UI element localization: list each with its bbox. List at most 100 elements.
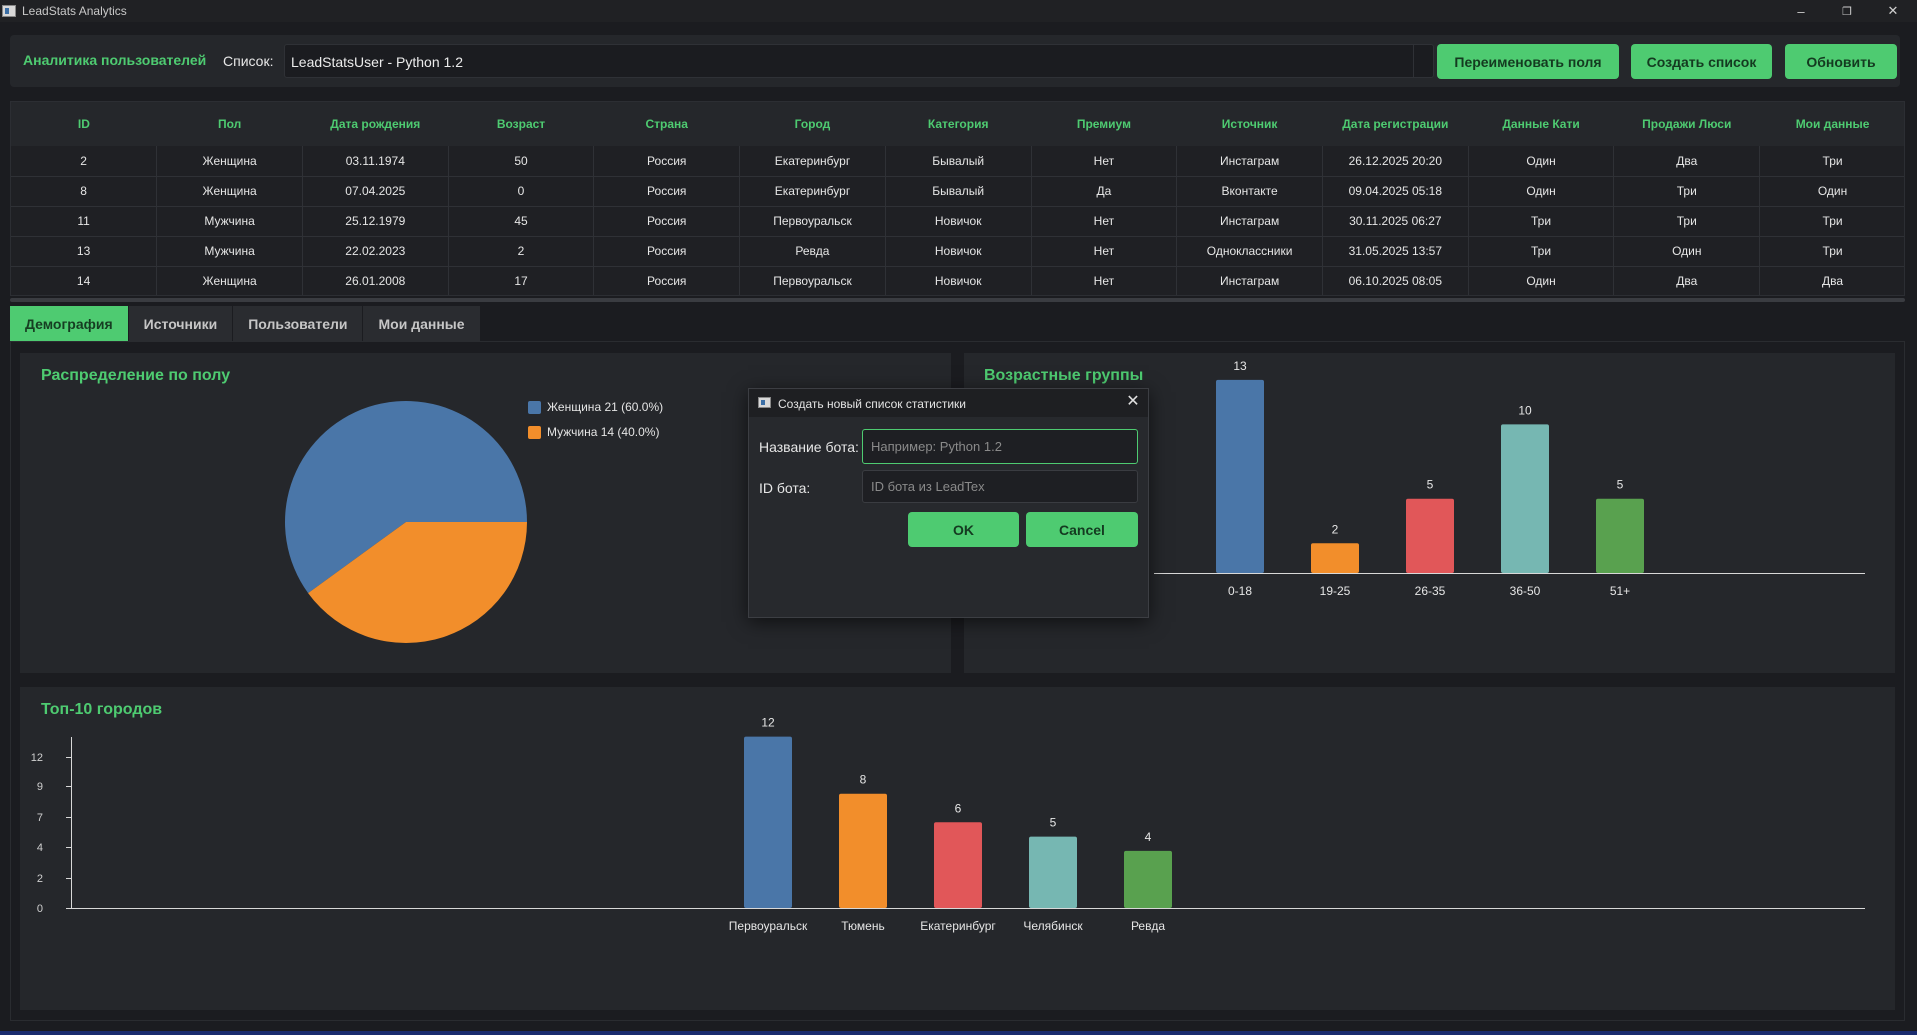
table-cell[interactable]: Мужчина: [156, 206, 303, 237]
minimize-button[interactable]: –: [1797, 3, 1805, 19]
table-cell[interactable]: 11: [11, 206, 158, 237]
tab-users[interactable]: Пользователи: [233, 306, 364, 341]
table-cell[interactable]: 03.11.1974: [302, 146, 449, 177]
table-cell[interactable]: 07.04.2025: [302, 176, 449, 207]
table-cell[interactable]: Три: [1759, 146, 1904, 177]
rename-fields-button[interactable]: Переименовать поля: [1437, 44, 1619, 79]
table-cell[interactable]: 13: [11, 236, 158, 267]
table-cell[interactable]: 31.05.2025 13:57: [1322, 236, 1469, 267]
dropdown-arrow-icon[interactable]: [1413, 45, 1433, 77]
table-cell[interactable]: Женщина: [156, 146, 303, 177]
table-cell[interactable]: 22.02.2023: [302, 236, 449, 267]
table-cell[interactable]: Новичок: [885, 266, 1032, 295]
create-list-button[interactable]: Создать список: [1631, 44, 1772, 79]
table-cell[interactable]: 14: [11, 266, 158, 295]
table-cell[interactable]: Три: [1613, 206, 1761, 237]
column-header[interactable]: Пол: [156, 102, 303, 146]
table-cell[interactable]: Нет: [1031, 146, 1178, 177]
table-cell[interactable]: Три: [1759, 206, 1904, 237]
column-header[interactable]: Премиум: [1031, 102, 1177, 146]
column-header[interactable]: Страна: [593, 102, 740, 146]
column-header[interactable]: Город: [739, 102, 886, 146]
column-header[interactable]: Мои данные: [1759, 102, 1904, 146]
column-header[interactable]: Продажи Люси: [1613, 102, 1760, 146]
restore-button[interactable]: ❐: [1842, 5, 1852, 18]
column-header[interactable]: Возраст: [448, 102, 594, 146]
table-cell[interactable]: Россия: [593, 266, 741, 295]
table-cell[interactable]: 06.10.2025 08:05: [1322, 266, 1469, 295]
dialog-close-icon[interactable]: ✕: [1126, 393, 1140, 410]
table-cell[interactable]: Один: [1759, 176, 1904, 207]
table-cell[interactable]: Нет: [1031, 236, 1178, 267]
tab-sources[interactable]: Источники: [128, 306, 234, 341]
table-cell[interactable]: Первоуральск: [739, 266, 886, 295]
close-button[interactable]: ✕: [1887, 3, 1899, 18]
table-row[interactable]: 11 Мужчина 25.12.1979 45 Россия Первоуральск Н…: [11, 206, 1904, 237]
table-row[interactable]: 14 Женщина 26.01.2008 17 Россия Первоуральск Н…: [11, 266, 1904, 295]
table-cell[interactable]: Екатеринбург: [739, 146, 886, 177]
table-cell[interactable]: Один: [1468, 146, 1615, 177]
table-cell[interactable]: Два: [1613, 266, 1761, 295]
table-cell[interactable]: Первоуральск: [739, 206, 886, 237]
column-header[interactable]: Дата рождения: [302, 102, 449, 146]
column-header[interactable]: Дата регистрации: [1322, 102, 1469, 146]
table-cell[interactable]: Россия: [593, 206, 741, 237]
table-cell[interactable]: Два: [1613, 146, 1761, 177]
table-cell[interactable]: Инстаграм: [1176, 206, 1323, 237]
table-cell[interactable]: Россия: [593, 146, 741, 177]
ok-button[interactable]: OK: [908, 512, 1019, 547]
table-cell[interactable]: 50: [448, 146, 595, 177]
table-cell[interactable]: Один: [1613, 236, 1761, 267]
table-row[interactable]: 13 Мужчина 22.02.2023 2 Россия Ревда Новичок Не…: [11, 236, 1904, 267]
table-cell[interactable]: Ревда: [739, 236, 886, 267]
table-cell[interactable]: Женщина: [156, 266, 303, 295]
refresh-button[interactable]: Обновить: [1785, 44, 1897, 79]
table-cell[interactable]: Один: [1468, 266, 1615, 295]
table-cell[interactable]: Нет: [1031, 266, 1178, 295]
table-cell[interactable]: 17: [448, 266, 595, 295]
table-cell[interactable]: Одноклассники: [1176, 236, 1323, 267]
column-header[interactable]: Категория: [885, 102, 1032, 146]
table-cell[interactable]: Новичок: [885, 236, 1032, 267]
table-cell[interactable]: 26.12.2025 20:20: [1322, 146, 1469, 177]
table-cell[interactable]: Мужчина: [156, 236, 303, 267]
table-horizontal-scrollbar[interactable]: [10, 298, 1905, 302]
table-row[interactable]: 2 Женщина 03.11.1974 50 Россия Екатеринбург Бы…: [11, 146, 1904, 177]
table-cell[interactable]: Бывалый: [885, 176, 1032, 207]
table-cell[interactable]: 09.04.2025 05:18: [1322, 176, 1469, 207]
list-select[interactable]: LeadStatsUser - Python 1.2: [284, 44, 1434, 78]
table-cell[interactable]: 26.01.2008: [302, 266, 449, 295]
table-cell[interactable]: 30.11.2025 06:27: [1322, 206, 1469, 237]
table-cell[interactable]: Инстаграм: [1176, 266, 1323, 295]
table-cell[interactable]: Россия: [593, 236, 741, 267]
table-cell[interactable]: Вконтакте: [1176, 176, 1323, 207]
table-cell[interactable]: 2: [11, 146, 158, 177]
bot-id-input[interactable]: ID бота из LeadTex: [862, 470, 1138, 503]
column-header[interactable]: Данные Кати: [1468, 102, 1614, 146]
table-cell[interactable]: 25.12.1979: [302, 206, 449, 237]
table-cell[interactable]: Екатеринбург: [739, 176, 886, 207]
table-cell[interactable]: Три: [1613, 176, 1761, 207]
table-cell[interactable]: Новичок: [885, 206, 1032, 237]
table-cell[interactable]: 0: [448, 176, 595, 207]
table-cell[interactable]: 2: [448, 236, 595, 267]
tab-my-data[interactable]: Мои данные: [363, 306, 481, 341]
table-cell[interactable]: Россия: [593, 176, 741, 207]
table-cell[interactable]: Три: [1759, 236, 1904, 267]
table-cell[interactable]: Да: [1031, 176, 1178, 207]
cancel-button[interactable]: Cancel: [1026, 512, 1138, 547]
tab-demography[interactable]: Демография: [10, 306, 129, 341]
table-cell[interactable]: 45: [448, 206, 595, 237]
table-cell[interactable]: Один: [1468, 176, 1615, 207]
table-cell[interactable]: Три: [1468, 206, 1615, 237]
table-cell[interactable]: Бывалый: [885, 146, 1032, 177]
bot-name-input[interactable]: Например: Python 1.2: [862, 429, 1138, 464]
table-cell[interactable]: Три: [1468, 236, 1615, 267]
column-header[interactable]: Источник: [1176, 102, 1323, 146]
table-cell[interactable]: Женщина: [156, 176, 303, 207]
table-cell[interactable]: Два: [1759, 266, 1904, 295]
table-cell[interactable]: Нет: [1031, 206, 1178, 237]
table-cell[interactable]: Инстаграм: [1176, 146, 1323, 177]
table-row[interactable]: 8 Женщина 07.04.2025 0 Россия Екатеринбург Быв…: [11, 176, 1904, 207]
column-header[interactable]: ID: [11, 102, 157, 146]
